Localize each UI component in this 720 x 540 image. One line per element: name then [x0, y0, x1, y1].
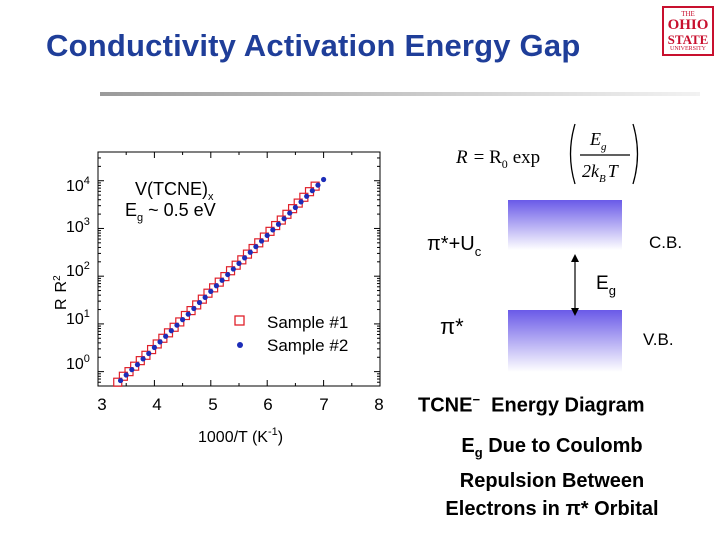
- gap-label: Eg: [596, 273, 616, 298]
- data-point-sample2: [247, 249, 253, 255]
- y-tick-label-2: 102: [66, 260, 90, 280]
- data-point-sample2: [298, 199, 304, 205]
- legend-label-sample2: Sample #2: [267, 336, 348, 355]
- caption-molecule: TCNE: [418, 394, 473, 417]
- data-point-sample2: [191, 305, 197, 312]
- data-point-sample2: [151, 344, 157, 351]
- data-point-sample2: [275, 221, 282, 227]
- y-tick-label-0: 100: [66, 353, 90, 373]
- svg-text:Eg: Eg: [589, 129, 607, 153]
- data-point-sample2: [219, 277, 225, 283]
- slide-title: Conductivity Activation Energy Gap: [46, 28, 581, 63]
- x-tick-label-5: 5: [208, 395, 217, 414]
- data-point-sample2: [208, 288, 214, 294]
- caption-charge: −: [472, 392, 481, 407]
- vb-label: V.B.: [643, 330, 674, 349]
- data-point-sample2: [163, 333, 169, 339]
- upper-level-label: π*+Uc: [427, 233, 482, 259]
- y-axis-label: RR2: [52, 275, 70, 310]
- data-point-sample2: [225, 271, 231, 278]
- legend-marker-sample2: [237, 342, 243, 348]
- university-logo: THE OHIO STATE UNIVERSITY: [662, 6, 714, 56]
- cb-label: C.B.: [649, 233, 682, 252]
- data-point-sample2: [236, 260, 242, 267]
- x-tick-label-6: 6: [263, 395, 272, 414]
- data-point-sample2: [292, 204, 298, 211]
- resistance-formula: R = R0 exp Eg 2kB T: [455, 123, 639, 185]
- logo-line3: STATE: [667, 32, 709, 47]
- y-tick-label-3: 103: [66, 216, 90, 236]
- conduction-band: [508, 200, 622, 250]
- data-point-sample2: [213, 283, 220, 289]
- x-axis-label: 1000/T (K-1): [198, 426, 283, 446]
- data-point-sample2: [315, 182, 321, 188]
- note-line-1: Eg Due to Coulomb: [461, 435, 643, 460]
- data-point-sample2: [304, 193, 310, 199]
- lower-level-label: π*: [440, 314, 464, 339]
- data-point-sample2: [123, 372, 129, 378]
- diagram-caption: TCNE− Energy Diagram: [418, 392, 645, 418]
- sample-annotation: V(TCNE)x Eg ~ 0.5 eV: [125, 179, 216, 224]
- data-point-sample2: [196, 299, 203, 306]
- data-point-sample2: [157, 339, 163, 345]
- explanation-note: Eg Due to Coulomb Repulsion Between Elec…: [416, 432, 688, 523]
- note-line-3: Electrons in π* Orbital: [445, 498, 659, 520]
- y-tick-marks: [98, 151, 380, 387]
- legend-label-sample1: Sample #1: [267, 313, 348, 332]
- data-point-sample2: [281, 216, 287, 222]
- legend: Sample #1 Sample #2: [234, 313, 348, 355]
- data-point-sample2: [117, 377, 124, 384]
- svg-text:Eg ~ 0.5 eV: Eg ~ 0.5 eV: [125, 200, 216, 224]
- x-tick-label-7: 7: [319, 395, 328, 414]
- title-underline: [100, 92, 700, 96]
- x-tick-label-3: 3: [97, 395, 106, 414]
- x-tick-label-8: 8: [374, 395, 383, 414]
- y-tick-label-4: 104: [66, 175, 90, 195]
- data-point-sample2: [174, 322, 180, 328]
- gap-arrow-head-up: [571, 254, 579, 262]
- data-point-sample2: [258, 238, 265, 244]
- logo-line2: OHIO: [667, 17, 709, 33]
- data-point-sample2: [129, 367, 135, 373]
- data-point-sample2: [168, 328, 174, 334]
- data-point-sample2: [242, 255, 248, 261]
- logo-line1: THE: [681, 10, 695, 18]
- data-point-sample2: [264, 232, 270, 239]
- series-sample2: [117, 176, 327, 384]
- x-tick-marks: [97, 152, 381, 386]
- data-point-sample2: [253, 244, 259, 250]
- logo-line4: UNIVERSITY: [670, 46, 706, 52]
- data-point-sample2: [287, 210, 293, 216]
- caption-text: Energy Diagram: [491, 394, 645, 417]
- note-line-2: Repulsion Between: [459, 470, 645, 492]
- legend-marker-sample1: [234, 315, 245, 326]
- gap-arrow-head-down: [571, 308, 579, 316]
- data-point-sample2: [180, 317, 186, 323]
- data-point-sample2: [140, 356, 146, 362]
- data-point-sample2: [270, 227, 276, 233]
- x-tick-label-4: 4: [152, 395, 161, 414]
- data-point-sample2: [146, 350, 152, 357]
- svg-text:V(TCNE)x: V(TCNE)x: [135, 179, 214, 203]
- data-point-sample2: [230, 266, 236, 272]
- valence-band: [508, 310, 622, 372]
- data-point-sample1: [192, 300, 202, 310]
- data-point-sample2: [309, 188, 315, 194]
- data-point-sample2: [202, 294, 208, 300]
- data-point-sample2: [185, 311, 191, 317]
- data-point-sample2: [134, 362, 141, 368]
- svg-text:RR2: RR2: [52, 275, 70, 310]
- data-point-sample2: [321, 176, 327, 183]
- y-tick-label-1: 101: [66, 308, 90, 328]
